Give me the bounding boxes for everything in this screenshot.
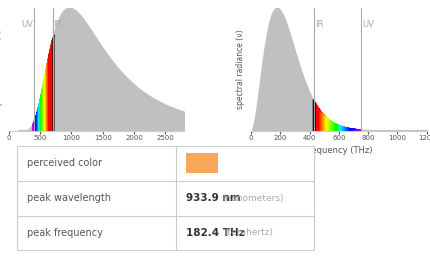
Y-axis label: spectral radiance (λ): spectral radiance (λ) bbox=[0, 29, 3, 109]
Text: IR: IR bbox=[53, 20, 62, 29]
X-axis label: frequency (THz): frequency (THz) bbox=[304, 146, 372, 155]
X-axis label: wavelength (nm): wavelength (nm) bbox=[60, 146, 132, 155]
Text: (nanometers): (nanometers) bbox=[221, 193, 283, 203]
Y-axis label: spectral radiance (ν): spectral radiance (ν) bbox=[236, 29, 245, 109]
Text: 182.4 THz: 182.4 THz bbox=[186, 228, 245, 238]
Text: perceived color: perceived color bbox=[28, 158, 102, 168]
Text: (terahertz): (terahertz) bbox=[224, 228, 272, 238]
Bar bbox=[186, 153, 217, 173]
Text: IR: IR bbox=[314, 20, 323, 29]
Text: 933.9 nm: 933.9 nm bbox=[186, 193, 240, 203]
Bar bbox=[17, 146, 313, 250]
Text: UV: UV bbox=[361, 20, 373, 29]
Text: peak wavelength: peak wavelength bbox=[28, 193, 111, 203]
Text: UV: UV bbox=[21, 20, 33, 29]
Text: peak frequency: peak frequency bbox=[28, 228, 103, 238]
